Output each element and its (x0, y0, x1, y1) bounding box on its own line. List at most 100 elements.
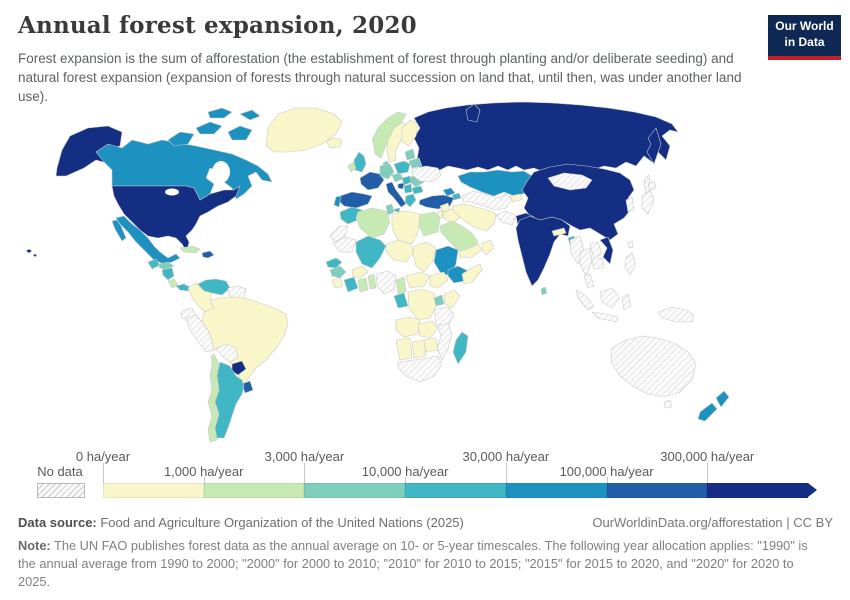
country-greece[interactable] (404, 193, 417, 208)
country-laos[interactable] (589, 241, 603, 259)
country-tanzania[interactable] (433, 306, 455, 327)
country-kazakhstan[interactable] (457, 169, 535, 197)
country-burkina-faso[interactable] (351, 265, 369, 279)
country-vietnam[interactable] (599, 236, 614, 265)
legend-segment[interactable] (707, 483, 809, 498)
country-japan-hokkaido[interactable] (647, 180, 657, 191)
country-uganda[interactable] (433, 294, 445, 307)
country-nigeria[interactable] (375, 270, 397, 295)
country-mexico-baja[interactable] (111, 219, 127, 242)
country-uzbekistan[interactable] (461, 190, 513, 211)
country-poland[interactable] (393, 160, 411, 175)
country-canada-arctic-3[interactable] (227, 125, 253, 141)
country-mauritania[interactable] (332, 236, 357, 253)
country-united-states[interactable] (111, 185, 241, 253)
country-malaysia-borneo[interactable] (599, 287, 621, 309)
country-iceland[interactable] (325, 137, 343, 149)
country-japan[interactable] (641, 189, 655, 215)
owid-link[interactable]: OurWorldinData.org/afforestation | CC BY (592, 515, 833, 530)
country-france[interactable] (359, 171, 385, 191)
country-ghana[interactable] (357, 277, 369, 293)
country-canada-arctic-5[interactable] (239, 109, 261, 121)
country-algeria[interactable] (355, 207, 391, 239)
legend-segment[interactable] (606, 483, 708, 498)
country-south-korea[interactable] (625, 196, 635, 213)
country-belarus[interactable] (408, 157, 423, 169)
country-bulgaria[interactable] (411, 185, 424, 195)
legend-segment[interactable] (203, 483, 305, 498)
country-mongolia[interactable] (547, 172, 593, 191)
country-kenya[interactable] (443, 289, 461, 309)
country-indonesia-sumatra[interactable] (575, 289, 595, 311)
country-nepal[interactable] (551, 227, 567, 237)
country-central-african-republic[interactable] (405, 271, 431, 289)
country-cuba[interactable] (179, 245, 201, 254)
country-sierra-leone[interactable] (331, 277, 344, 289)
country-south-africa[interactable] (397, 355, 443, 383)
country-western-sahara[interactable] (329, 225, 349, 243)
country-germany[interactable] (379, 163, 395, 180)
country-mali[interactable] (355, 235, 387, 269)
country-new-zealand-south[interactable] (697, 402, 718, 422)
country-niger[interactable] (385, 239, 415, 263)
country-chile[interactable] (207, 353, 220, 443)
country-botswana[interactable] (411, 339, 427, 359)
country-croatia[interactable] (397, 182, 405, 190)
country-somalia[interactable] (461, 263, 483, 285)
country-brazil[interactable] (201, 296, 289, 385)
country-benin[interactable] (367, 273, 377, 290)
country-dominican-republic[interactable] (201, 250, 215, 259)
country-italy[interactable] (385, 181, 407, 208)
country-zimbabwe[interactable] (423, 337, 439, 353)
country-thailand[interactable] (579, 247, 593, 277)
country-china[interactable] (521, 163, 635, 241)
country-sri-lanka[interactable] (540, 286, 548, 296)
country-afghanistan[interactable] (495, 210, 517, 226)
country-egypt[interactable] (418, 211, 441, 237)
country-angola[interactable] (395, 316, 421, 338)
country-finland[interactable] (401, 119, 419, 147)
country-guinea[interactable] (329, 265, 347, 279)
country-canada-arctic-4[interactable] (207, 107, 233, 119)
country-canada-arctic-1[interactable] (167, 131, 195, 147)
country-kyrgyzstan[interactable] (509, 193, 524, 203)
country-baltic-states[interactable] (404, 148, 416, 161)
country-zambia[interactable] (417, 320, 439, 339)
country-gabon[interactable] (393, 292, 409, 309)
owid-logo[interactable]: Our World in Data (768, 15, 841, 60)
country-portugal[interactable] (333, 195, 342, 208)
country-chad[interactable] (412, 241, 437, 273)
country-georgia[interactable] (442, 187, 456, 197)
country-hawaii[interactable] (25, 248, 38, 258)
legend-segment[interactable] (304, 483, 406, 498)
country-ireland[interactable] (347, 161, 357, 173)
legend-segment[interactable] (505, 483, 607, 498)
country-bolivia[interactable] (215, 343, 239, 363)
legend-segment[interactable] (405, 483, 506, 498)
country-spain[interactable] (337, 191, 373, 209)
country-cameroon[interactable] (395, 276, 407, 295)
country-iran[interactable] (451, 203, 497, 232)
country-indonesia-sulawesi[interactable] (621, 293, 632, 311)
country-new-zealand-north[interactable] (715, 390, 730, 408)
country-russia-novaya-zemlya[interactable] (465, 103, 481, 123)
country-mozambique[interactable] (436, 322, 453, 361)
country-taiwan[interactable] (627, 240, 634, 249)
country-nicaragua[interactable] (161, 267, 175, 281)
country-ukraine[interactable] (411, 165, 442, 183)
country-russia-kamchatka[interactable] (646, 127, 662, 165)
country-serbia[interactable] (403, 183, 413, 194)
country-honduras[interactable] (157, 261, 175, 271)
country-united-kingdom[interactable] (353, 151, 367, 173)
country-oman[interactable] (481, 239, 495, 256)
country-senegal[interactable] (325, 257, 343, 269)
country-czechia[interactable] (391, 172, 404, 183)
legend-no-data-swatch[interactable] (37, 483, 85, 498)
country-sicily[interactable] (393, 207, 401, 213)
country-thailand-peninsula[interactable] (583, 273, 595, 289)
country-russia[interactable] (413, 101, 679, 173)
country-libya[interactable] (391, 210, 421, 245)
country-south-sudan[interactable] (429, 271, 449, 289)
country-tasmania[interactable] (663, 399, 673, 409)
country-canada-arctic-2[interactable] (195, 121, 223, 135)
